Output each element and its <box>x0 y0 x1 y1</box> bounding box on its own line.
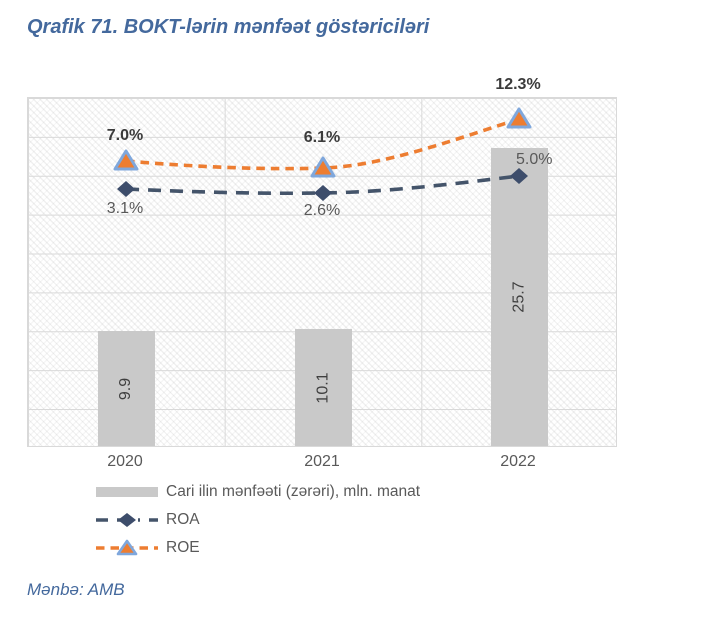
legend-roe-line-sample <box>96 539 158 557</box>
chart-legend: Cari ilin mənfəəti (zərəri), mln. manat … <box>96 482 420 566</box>
legend-roa-line-sample <box>96 511 158 529</box>
roa-marker-diamond-2022 <box>510 168 528 184</box>
source-note: Mənbə: AMB <box>27 580 125 599</box>
roe-label-2021: 6.1% <box>303 129 341 146</box>
roa-marker-diamond-2020 <box>117 181 135 197</box>
roe-line <box>125 117 520 171</box>
roa-line <box>125 174 520 196</box>
x-axis-label-2021: 2021 <box>304 453 340 470</box>
legend-bar-swatch <box>96 487 158 497</box>
chart-title: Qrafik 71. BOKT-lərin mənfəət göstəricil… <box>27 16 430 38</box>
roa-label-2021: 2.6% <box>303 202 341 219</box>
legend-item-bar: Cari ilin mənfəəti (zərəri), mln. manat <box>96 482 420 502</box>
roe-label-2022: 12.3% <box>495 76 541 93</box>
roe-legend-glyph <box>96 539 158 556</box>
roa-marker-diamond-2021 <box>314 185 332 201</box>
plot-area: 9.9 10.1 25.7 <box>27 97 617 447</box>
bar-2021: 10.1 <box>295 329 352 446</box>
legend-item-roa: ROA <box>96 510 420 530</box>
bar-2022: 25.7 <box>491 148 548 446</box>
legend-bar-label: Cari ilin mənfəəti (zərəri), mln. manat <box>166 483 421 500</box>
roa-legend-glyph <box>96 513 158 527</box>
line-series-layer <box>113 107 532 201</box>
x-axis-label-2022: 2022 <box>500 453 536 470</box>
roe-label-2020: 7.0% <box>106 127 144 144</box>
roe-marker-triangle-2020 <box>113 149 139 171</box>
roa-label-2020: 3.1% <box>106 200 144 217</box>
legend-roa-label: ROA <box>166 511 200 528</box>
roe-marker-triangle-2021 <box>310 156 336 178</box>
bar-2020: 9.9 <box>98 331 155 446</box>
roa-label-2022: 5.0% <box>516 151 553 168</box>
roe-marker-triangle-2022 <box>506 107 532 129</box>
x-axis-label-2020: 2020 <box>107 453 143 470</box>
legend-roe-label: ROE <box>166 539 200 556</box>
legend-item-roe: ROE <box>96 538 420 558</box>
